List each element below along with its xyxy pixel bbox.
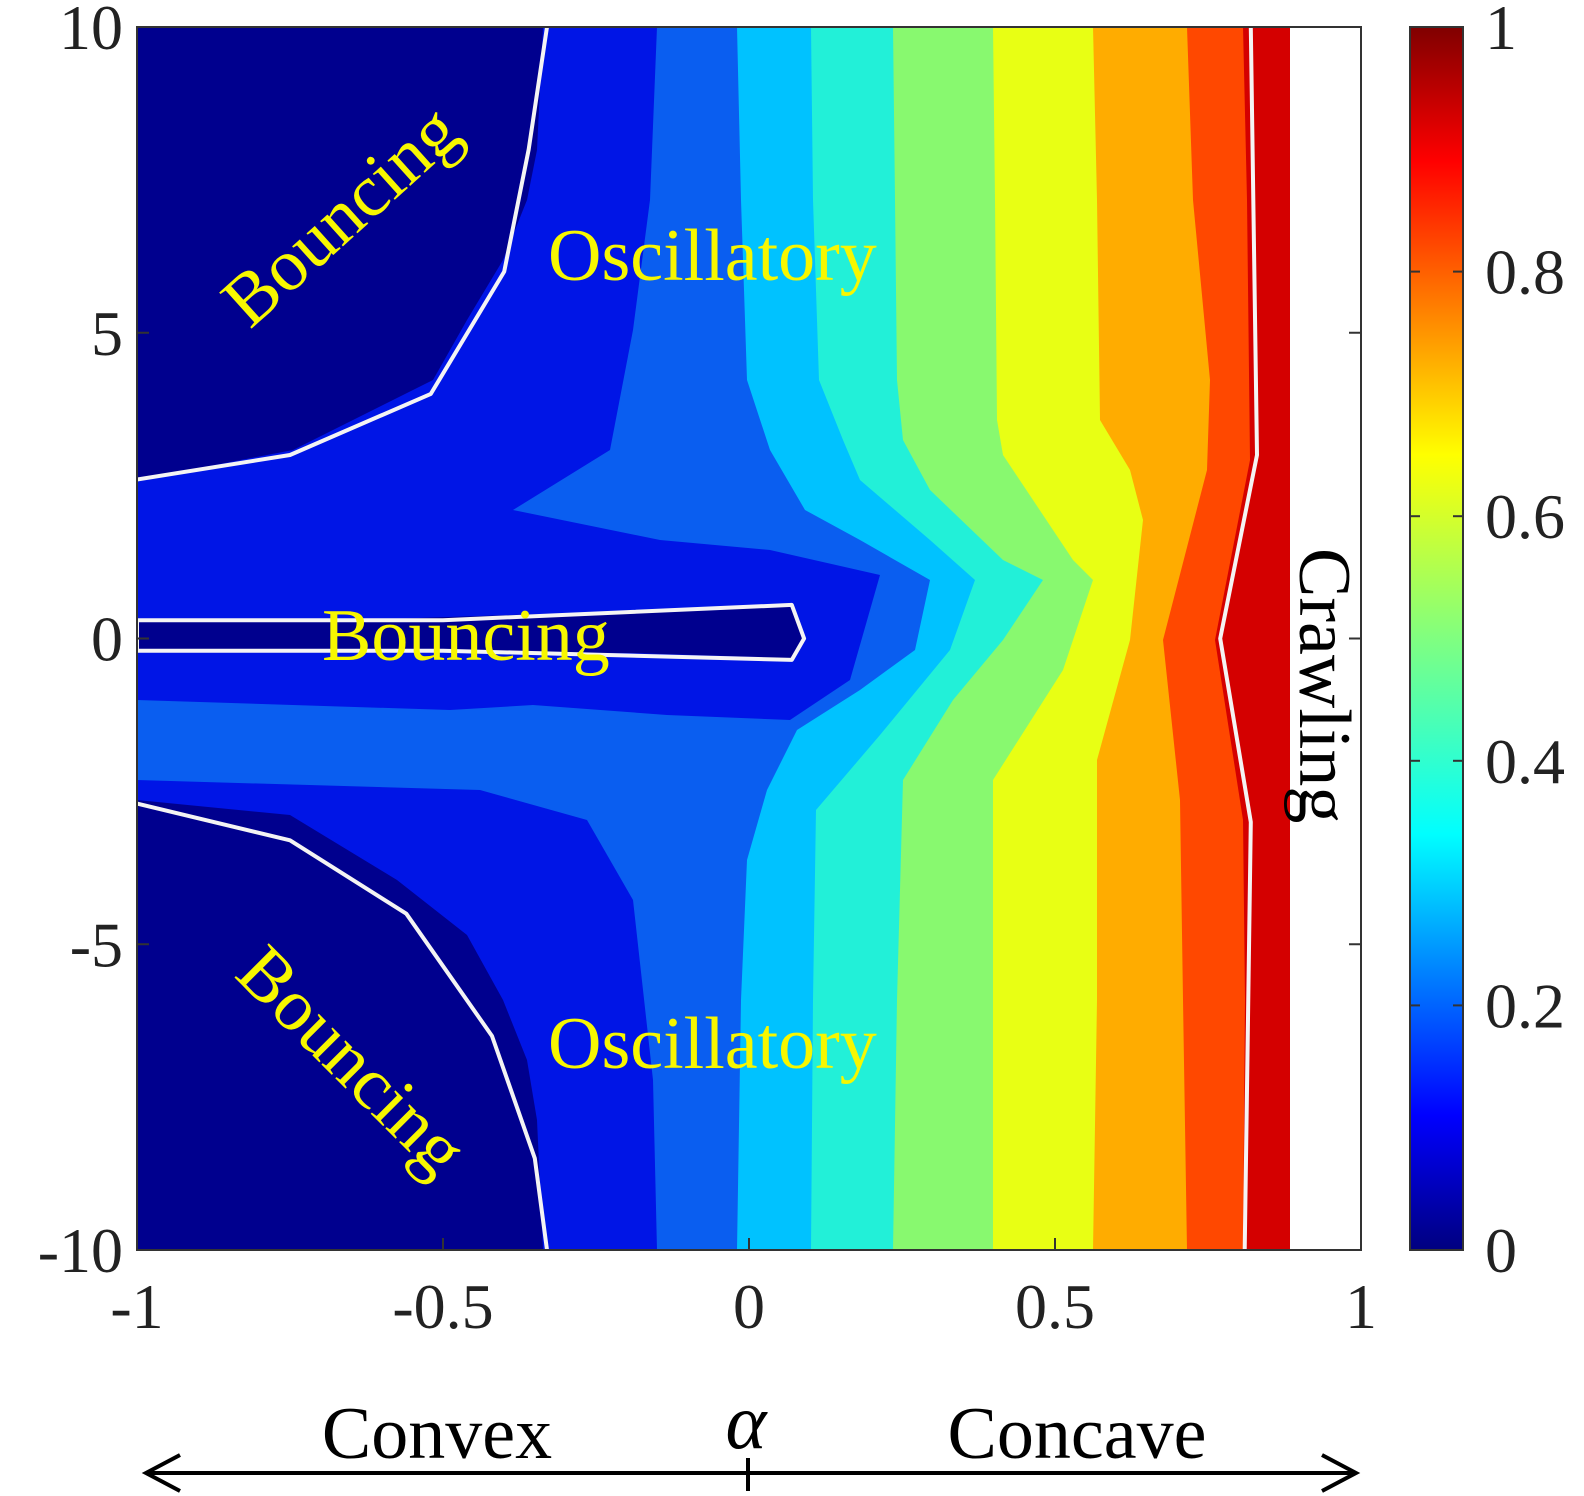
- y-tick-label: -10: [38, 1215, 123, 1286]
- label-bouncing-middle: Bouncing: [322, 595, 610, 677]
- colorbar-tick-label: 0.4: [1485, 726, 1565, 797]
- contour-bands: [137, 27, 1361, 1250]
- colorbar-tick-label: 0.2: [1485, 970, 1565, 1041]
- y-tick-label: -5: [70, 909, 123, 980]
- x-tick-label: -0.5: [392, 1271, 493, 1342]
- colorbar-tick-label: 0.8: [1485, 237, 1565, 308]
- arrow-left-head: [141, 1453, 181, 1493]
- colorbar-tick-label: 1: [1485, 0, 1517, 63]
- plot-area: -1 -0.5 0 0.5 1 10 5 0 -5 -10: [38, 0, 1377, 1342]
- label-alpha: α: [726, 1378, 769, 1465]
- x-tick-label: 1: [1345, 1271, 1377, 1342]
- boundary-bouncing-bottom: [137, 801, 549, 1250]
- label-crawling: Crawling: [1283, 548, 1365, 823]
- label-convex: Convex: [322, 1393, 552, 1475]
- boundary-bouncing-middle: [137, 602, 807, 662]
- regime-boundaries: [137, 27, 1259, 1250]
- x-tick-label: 0.5: [1015, 1271, 1095, 1342]
- label-concave: Concave: [948, 1393, 1207, 1475]
- y-tick-label: 0: [91, 604, 123, 675]
- arrow-right-head: [1321, 1453, 1361, 1493]
- boundary-bouncing-top: [137, 27, 549, 482]
- colorbar-frame: [1409, 26, 1464, 1251]
- label-oscillatory-bottom: Oscillatory: [548, 1003, 877, 1085]
- x-tick-label: -1: [110, 1271, 163, 1342]
- y-tick-label: 10: [59, 0, 123, 63]
- bottom-axis-annotation: Convex α Concave: [141, 1378, 1361, 1493]
- boundary-crawling: [1218, 27, 1259, 1250]
- y-tick-label: 5: [91, 298, 123, 369]
- y-ticks: 10 5 0 -5 -10: [38, 0, 1361, 1286]
- colorbar-tick-label: 0: [1485, 1215, 1517, 1286]
- colorbar: 1 0.8 0.6 0.4 0.2 0: [1409, 0, 1565, 1286]
- x-tick-label: 0: [733, 1271, 765, 1342]
- label-oscillatory-top: Oscillatory: [548, 215, 877, 297]
- colorbar-gradient: [1410, 27, 1463, 1250]
- band-0-05: [137, 27, 803, 1250]
- x-ticks: -1 -0.5 0 0.5 1: [110, 1238, 1377, 1342]
- colorbar-ticks: 1 0.8 0.6 0.4 0.2 0: [1410, 0, 1565, 1286]
- colorbar-tick-label: 0.6: [1485, 481, 1565, 552]
